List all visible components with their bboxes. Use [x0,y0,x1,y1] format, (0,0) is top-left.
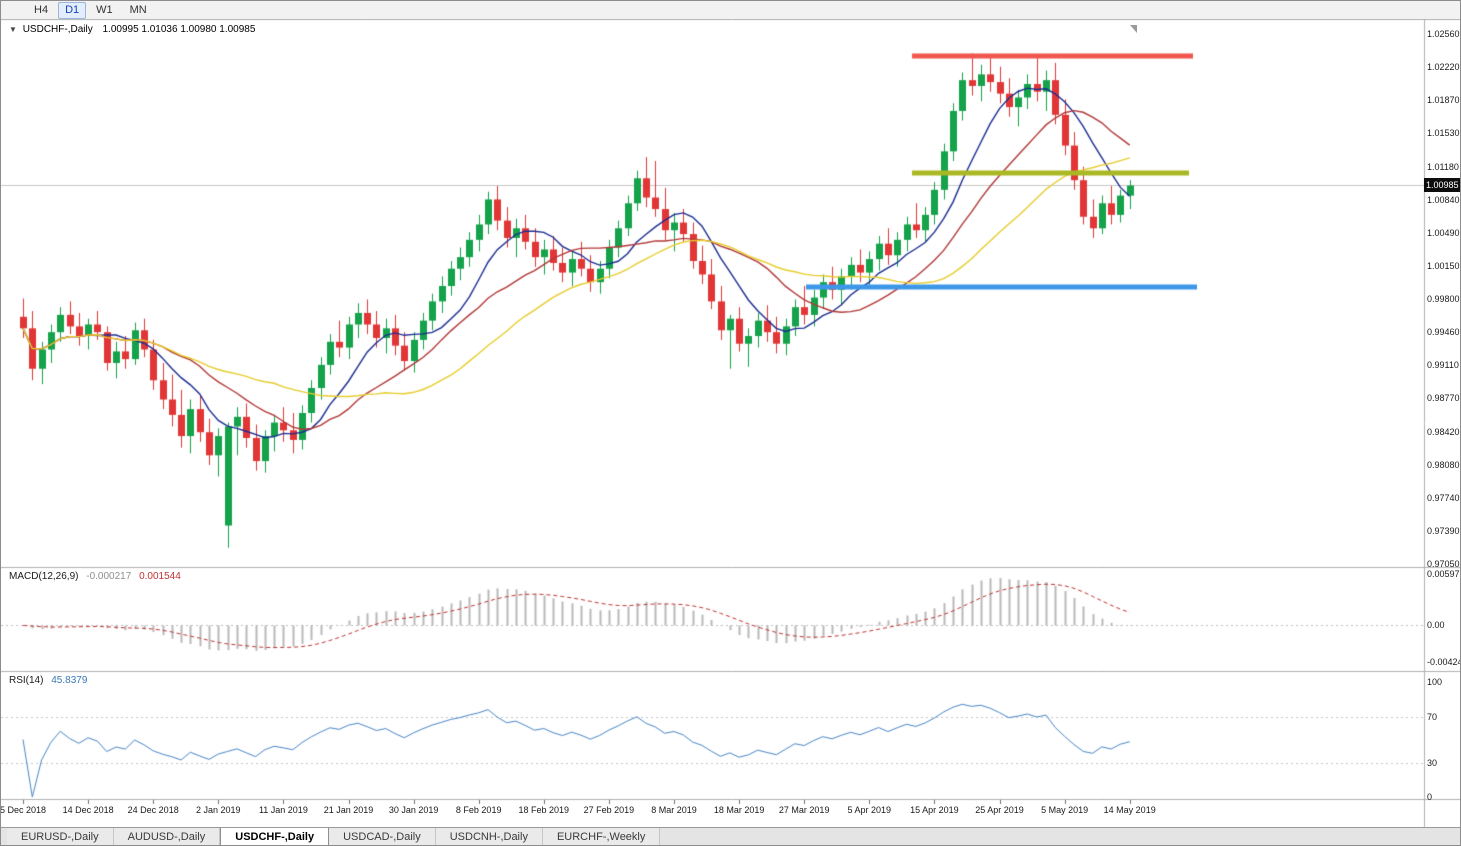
price-axis-label: 0.99110 [1427,360,1459,371]
date-axis-label: 11 Jan 2019 [258,805,308,815]
chart-tab-bar: EURUSD-,Daily AUDUSD-,Daily USDCHF-,Daily U… [1,827,1460,845]
price-axis-label: 0.97390 [1427,525,1460,536]
date-axis-label: 14 Dec 2018 [62,805,114,815]
period-toolbar[interactable]: H4 D1 W1 MN [1,1,1460,19]
period-button-h4[interactable]: H4 [34,3,49,16]
price-shift-marker[interactable] [1130,25,1137,33]
tab-usdcad-daily[interactable]: USDCAD-,Daily [329,828,436,845]
price-axis-label: 0.99800 [1427,294,1460,304]
chart-symbol-period: USDCHF-,Daily [22,24,93,35]
price-axis-label: 1.01180 [1427,161,1459,172]
date-axis-label: 15 Apr 2019 [910,805,959,815]
rsi-axis-label: 0 [1427,792,1433,802]
date-axis-label: 14 May 2019 [1103,805,1156,815]
macd-name: MACD(12,26,9) [9,571,79,582]
macd-axis-label: 0.00 [1427,620,1445,631]
price-axis-label: 0.97050 [1427,559,1460,569]
price-axis-label: 0.99460 [1427,327,1460,338]
rsi-axis-label: 100 [1427,677,1443,687]
rsi-value: 45.8379 [51,675,88,686]
date-axis-label: 30 Jan 2019 [388,805,439,815]
rsi-name: RSI(14) [9,675,44,686]
period-button-d1[interactable]: D1 [58,1,87,19]
macd-signal-value: 0.001544 [139,571,181,582]
date-axis-label: 2 Jan 2019 [196,805,241,815]
date-axis-label: 27 Feb 2019 [583,805,635,815]
rsi-axis-label: 70 [1427,711,1438,722]
price-axis[interactable]: 1.02560 1.02220 1.01870 1.01530 1.01180 1.008… [1425,1,1460,801]
price-axis-label: 0.98770 [1427,393,1460,404]
current-price-badge: 1.00985 [1424,178,1460,192]
price-axis-label: 1.00150 [1427,260,1460,271]
price-axis-label: 0.97740 [1427,492,1460,503]
date-axis-label: 27 Mar 2019 [778,805,830,815]
macd-indicator-label: MACD(12,26,9) -0.000217 0.001544 [9,571,181,582]
date-axis-label: 8 Mar 2019 [651,805,697,815]
chart-title: ▼ USDCHF-,Daily 1.00995 1.01036 1.00980 … [9,24,255,35]
price-axis-label: 1.01870 [1427,95,1460,106]
tab-eurchf-weekly[interactable]: EURCHF-,Weekly [542,828,661,845]
period-button-mn[interactable]: MN [129,3,147,16]
macd-main-value: -0.000217 [86,571,132,582]
rsi-indicator-label: RSI(14) 45.8379 [9,675,87,686]
tab-usdchf-daily[interactable]: USDCHF-,Daily [220,828,330,845]
date-axis-label: 18 Mar 2019 [713,805,765,815]
period-button-w1[interactable]: W1 [96,3,113,16]
tab-audusd-daily[interactable]: AUDUSD-,Daily [113,828,221,845]
macd-axis-label: -0.00424 [1427,657,1461,667]
date-axis-label: 21 Jan 2019 [323,805,374,815]
date-axis-label: 5 May 2019 [1041,805,1089,815]
price-axis-label: 0.98420 [1427,426,1460,437]
chart-menu-icon[interactable]: ▼ [9,25,17,34]
price-axis-label: 1.01530 [1427,128,1460,139]
date-axis-label: 24 Dec 2018 [127,805,179,815]
date-axis-label: 5 Dec 2018 [0,805,47,815]
price-axis-label: 1.00840 [1427,194,1460,205]
date-axis-label: 25 Apr 2019 [975,805,1024,815]
date-axis-label: 5 Apr 2019 [847,805,892,815]
price-axis-label: 1.02560 [1427,29,1460,39]
rsi-axis[interactable]: 100 70 30 0 [1425,1,1460,802]
price-axis-label: 0.98080 [1427,459,1460,470]
chart-ohlc-values: 1.00995 1.01036 1.00980 1.00985 [102,24,256,35]
rsi-axis-label: 30 [1427,757,1438,768]
date-axis-label: 18 Feb 2019 [518,805,570,815]
date-axis-label: 8 Feb 2019 [455,805,502,815]
price-axis-label: 1.00490 [1427,227,1460,238]
date-axis[interactable]: 5 Dec 2018 14 Dec 2018 24 Dec 2018 2 Jan 20… [1,805,1424,821]
price-axis-label: 1.02220 [1427,62,1460,73]
tab-usdcnh-daily[interactable]: USDCNH-,Daily [435,828,543,845]
tab-eurusd-daily[interactable]: EURUSD-,Daily [7,828,114,845]
macd-axis[interactable]: 0.00597 0.00 -0.00424 [1425,1,1461,801]
macd-axis-label: 0.00597 [1427,569,1460,579]
